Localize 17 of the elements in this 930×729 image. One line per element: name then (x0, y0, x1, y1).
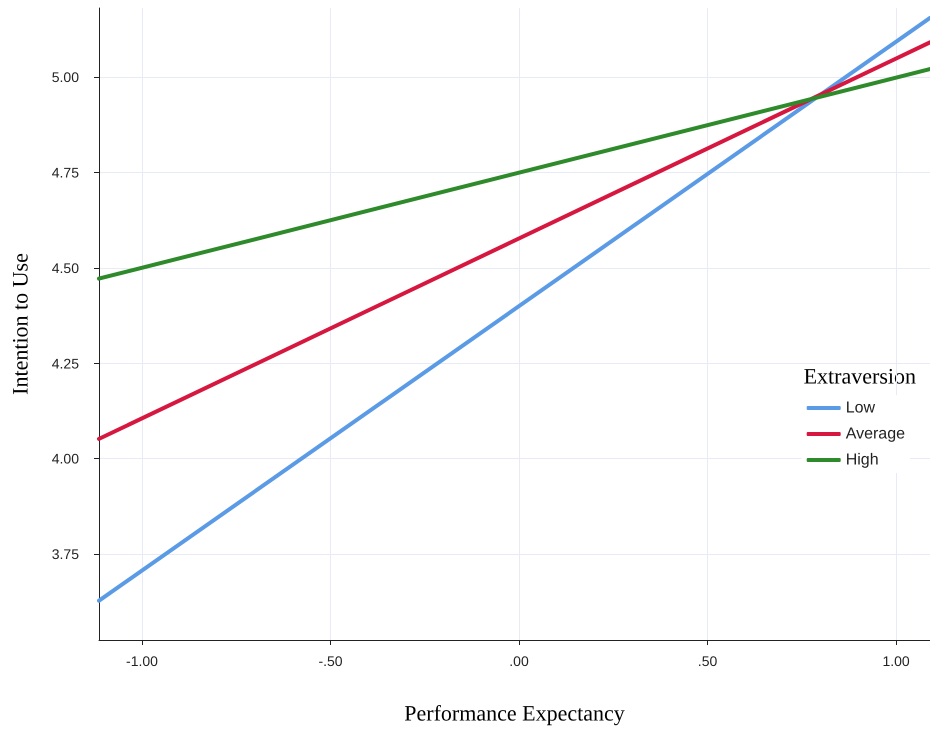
x-tick-label: .00 (509, 653, 529, 669)
x-tick-label: 1.00 (882, 653, 910, 669)
y-axis-title: Intention to Use (8, 253, 32, 395)
y-tick-label: 4.00 (52, 450, 80, 467)
y-tick-label: 4.25 (52, 355, 80, 372)
y-tick-label: 3.75 (52, 546, 80, 562)
x-tick-label: -.50 (318, 653, 343, 669)
y-tick-label: 5.00 (52, 69, 80, 86)
legend-title: Extraversion (804, 364, 916, 388)
legend-label: Average (846, 426, 906, 442)
x-tick-label: -1.00 (126, 653, 158, 669)
x-axis-title: Performance Expectancy (404, 700, 625, 726)
y-tick-label: 4.50 (52, 260, 80, 276)
legend-label: High (846, 452, 879, 468)
x-tick-label: .50 (698, 653, 718, 669)
y-tick-label: 4.75 (52, 164, 80, 180)
legend-label: Low (846, 400, 876, 416)
